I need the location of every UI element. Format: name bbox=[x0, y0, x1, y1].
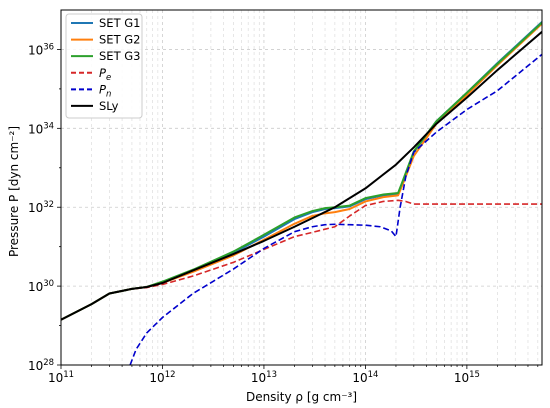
x-tick-label: 1015 bbox=[454, 370, 480, 385]
y-axis-label: Pressure P [dyn cm⁻²] bbox=[7, 126, 21, 257]
series-lines bbox=[61, 21, 542, 365]
legend-label-1: SET G2 bbox=[99, 33, 140, 47]
legend-label-3: Pe bbox=[99, 66, 111, 83]
legend-label-5: SLy bbox=[99, 99, 119, 113]
y-tick-label: 1032 bbox=[28, 200, 54, 215]
series-line-3 bbox=[61, 199, 542, 321]
y-tick-label: 1030 bbox=[28, 279, 54, 294]
x-tick-label: 1013 bbox=[251, 370, 277, 385]
y-tick-label: 1034 bbox=[28, 121, 54, 136]
legend-label-4: Pn bbox=[99, 82, 111, 99]
x-tick-label: 1014 bbox=[352, 370, 378, 385]
series-line-4 bbox=[129, 53, 542, 365]
legend-label-0: SET G1 bbox=[99, 16, 140, 30]
series-line-5 bbox=[61, 31, 542, 321]
legend-label-2: SET G3 bbox=[99, 49, 140, 63]
x-tick-label: 1011 bbox=[48, 370, 74, 385]
x-tick-label: 1012 bbox=[149, 370, 175, 385]
plot-frame bbox=[60, 9, 543, 366]
x-axis-label: Density ρ [g cm⁻³] bbox=[246, 390, 357, 404]
y-tick-label: 1036 bbox=[28, 42, 54, 57]
